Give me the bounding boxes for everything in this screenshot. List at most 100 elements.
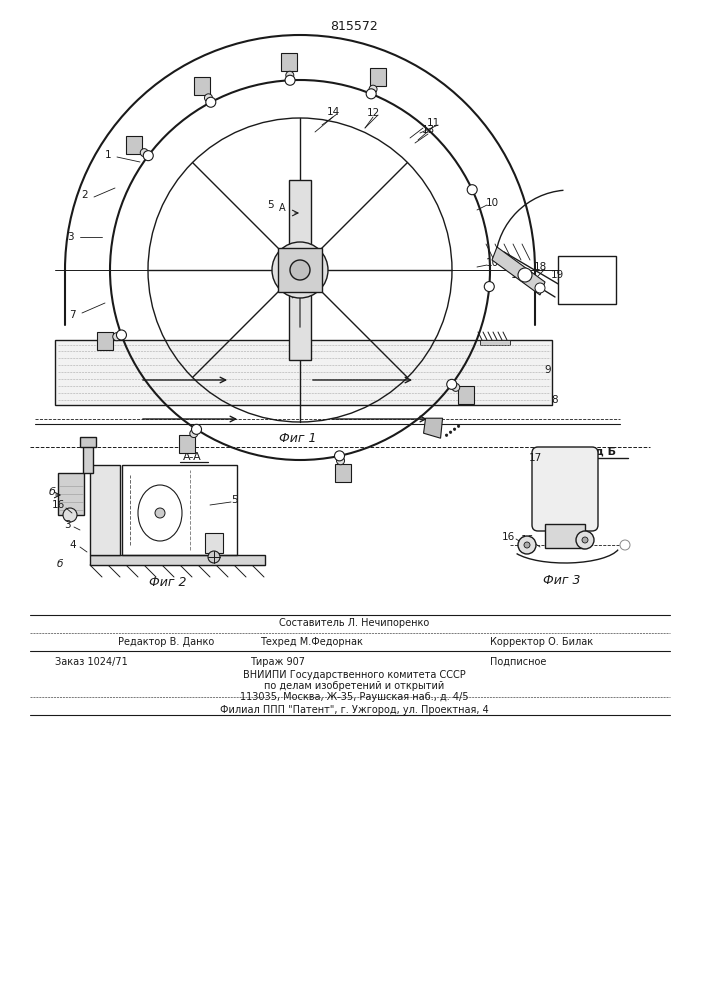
FancyBboxPatch shape bbox=[97, 332, 112, 350]
Text: 10: 10 bbox=[486, 198, 498, 208]
Text: 3: 3 bbox=[66, 232, 74, 242]
Circle shape bbox=[208, 551, 220, 563]
Circle shape bbox=[447, 379, 457, 389]
Text: Филиал ППП "Патент", г. Ужгород, ул. Проектная, 4: Филиал ППП "Патент", г. Ужгород, ул. Про… bbox=[220, 705, 489, 715]
Bar bbox=[545, 524, 585, 548]
Circle shape bbox=[535, 283, 545, 293]
Text: Фиг 2: Фиг 2 bbox=[149, 576, 187, 588]
Circle shape bbox=[582, 537, 588, 543]
Bar bbox=[122, 465, 237, 555]
Text: вид Б: вид Б bbox=[580, 447, 616, 457]
Circle shape bbox=[524, 542, 530, 548]
Bar bbox=[90, 465, 120, 555]
Text: 4: 4 bbox=[70, 540, 76, 550]
FancyBboxPatch shape bbox=[458, 386, 474, 404]
Text: 113035, Москва, Ж-35, Раушская наб., д. 4/5: 113035, Москва, Ж-35, Раушская наб., д. … bbox=[240, 692, 468, 702]
Circle shape bbox=[450, 431, 452, 433]
Text: Подписное: Подписное bbox=[490, 657, 547, 667]
Bar bbox=[205, 533, 223, 553]
Text: 19: 19 bbox=[550, 270, 563, 280]
Circle shape bbox=[286, 71, 294, 79]
Text: Корректор О. Билак: Корректор О. Билак bbox=[490, 637, 593, 647]
Circle shape bbox=[144, 151, 153, 161]
Circle shape bbox=[192, 424, 201, 434]
Text: Тираж 907: Тираж 907 bbox=[250, 657, 305, 667]
Circle shape bbox=[620, 540, 630, 550]
Circle shape bbox=[337, 457, 344, 465]
Circle shape bbox=[189, 430, 198, 438]
Circle shape bbox=[452, 383, 460, 391]
Text: 9: 9 bbox=[544, 365, 551, 375]
Bar bbox=[55, 340, 552, 405]
Circle shape bbox=[518, 536, 536, 554]
Text: 12: 12 bbox=[366, 108, 380, 118]
Text: 5: 5 bbox=[267, 200, 274, 210]
Circle shape bbox=[576, 531, 594, 549]
Text: A: A bbox=[279, 285, 286, 295]
Text: Редактор В. Данко: Редактор В. Данко bbox=[118, 637, 214, 647]
Text: 15: 15 bbox=[510, 270, 524, 280]
Text: 16: 16 bbox=[501, 532, 515, 542]
Text: Техред М.Федорнак: Техред М.Федорнак bbox=[260, 637, 363, 647]
Circle shape bbox=[445, 434, 448, 436]
Text: 14: 14 bbox=[327, 107, 339, 117]
Text: 6: 6 bbox=[286, 247, 293, 257]
Circle shape bbox=[206, 97, 216, 107]
Text: 2: 2 bbox=[82, 190, 88, 200]
Circle shape bbox=[366, 89, 376, 99]
Text: Фиг 1: Фиг 1 bbox=[279, 432, 317, 444]
Polygon shape bbox=[423, 418, 443, 438]
Bar bbox=[58, 473, 84, 515]
Text: Заказ 1024/71: Заказ 1024/71 bbox=[55, 657, 128, 667]
Text: Фиг 3: Фиг 3 bbox=[543, 574, 580, 586]
Text: A: A bbox=[279, 203, 286, 213]
FancyBboxPatch shape bbox=[335, 464, 351, 482]
Circle shape bbox=[334, 451, 344, 461]
Circle shape bbox=[457, 425, 460, 427]
Text: 11: 11 bbox=[426, 118, 440, 128]
Circle shape bbox=[272, 242, 328, 298]
Polygon shape bbox=[492, 247, 545, 295]
Circle shape bbox=[63, 508, 77, 522]
Text: 17: 17 bbox=[528, 453, 542, 463]
Circle shape bbox=[453, 428, 456, 430]
FancyBboxPatch shape bbox=[281, 53, 297, 71]
Circle shape bbox=[467, 185, 477, 195]
Text: Составитель Л. Нечипоренко: Составитель Л. Нечипоренко bbox=[279, 618, 429, 628]
Bar bbox=[558, 256, 616, 304]
Text: 10: 10 bbox=[486, 258, 498, 268]
Text: A-A: A-A bbox=[182, 452, 201, 462]
Bar bbox=[83, 445, 93, 473]
Circle shape bbox=[290, 260, 310, 280]
Bar bbox=[278, 248, 322, 292]
Text: б: б bbox=[57, 559, 63, 569]
Circle shape bbox=[140, 149, 148, 157]
Circle shape bbox=[518, 268, 532, 282]
Circle shape bbox=[112, 333, 121, 341]
Text: 815572: 815572 bbox=[330, 20, 378, 33]
FancyBboxPatch shape bbox=[179, 435, 194, 453]
Text: 3: 3 bbox=[64, 520, 70, 530]
Circle shape bbox=[484, 282, 494, 292]
Bar bbox=[289, 180, 311, 360]
Text: 18: 18 bbox=[533, 262, 547, 272]
Text: 5: 5 bbox=[232, 495, 238, 505]
Circle shape bbox=[155, 508, 165, 518]
Polygon shape bbox=[480, 340, 510, 345]
Circle shape bbox=[117, 330, 127, 340]
Text: 16: 16 bbox=[52, 500, 64, 510]
Circle shape bbox=[285, 75, 295, 85]
Circle shape bbox=[369, 85, 377, 93]
Text: 7: 7 bbox=[69, 310, 76, 320]
Text: ВНИИПИ Государственного комитета СССР: ВНИИПИ Государственного комитета СССР bbox=[243, 670, 465, 680]
FancyBboxPatch shape bbox=[194, 77, 211, 95]
Text: 16: 16 bbox=[520, 535, 534, 545]
FancyBboxPatch shape bbox=[532, 447, 598, 531]
Text: 1: 1 bbox=[105, 150, 111, 160]
Text: по делам изобретений и открытий: по делам изобретений и открытий bbox=[264, 681, 444, 691]
Bar bbox=[80, 437, 96, 447]
Text: 13: 13 bbox=[421, 125, 435, 135]
Bar bbox=[90, 555, 265, 565]
Text: б: б bbox=[49, 487, 55, 497]
FancyBboxPatch shape bbox=[126, 136, 142, 154]
